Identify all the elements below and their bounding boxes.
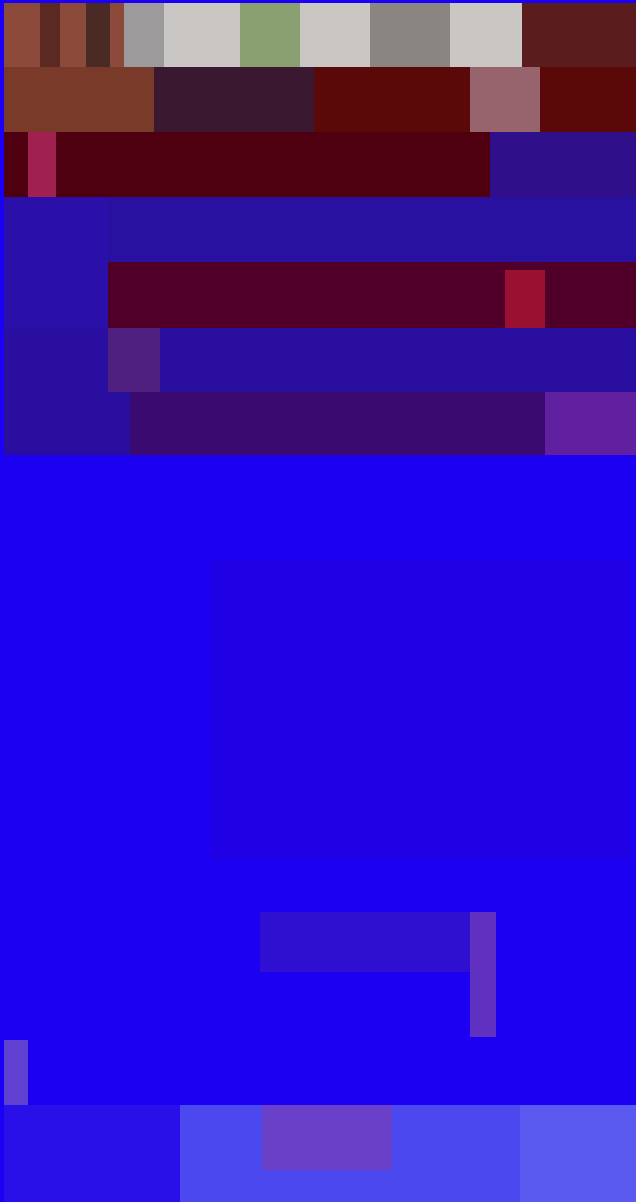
glitch-block [4, 1040, 28, 1105]
shade [210, 560, 630, 860]
glitch-block [470, 912, 496, 1037]
band-blue [4, 197, 108, 328]
glitch-block [490, 132, 636, 197]
glitch-block [154, 67, 314, 132]
trees [370, 3, 450, 67]
glitch-block [262, 1105, 392, 1170]
building-column [86, 3, 110, 67]
trees [124, 3, 164, 67]
glitch-block [470, 67, 540, 132]
band-dark [130, 392, 550, 455]
glitch-block [505, 270, 545, 328]
band-brown [4, 67, 154, 132]
shade [260, 912, 490, 972]
band-blue [108, 197, 636, 262]
glitch-block [28, 132, 56, 197]
building-right [522, 3, 636, 67]
glitch-block [545, 392, 636, 455]
building-column [40, 3, 60, 67]
glitch-block [108, 328, 160, 392]
texture [520, 1105, 636, 1202]
glitch-block [240, 3, 300, 67]
